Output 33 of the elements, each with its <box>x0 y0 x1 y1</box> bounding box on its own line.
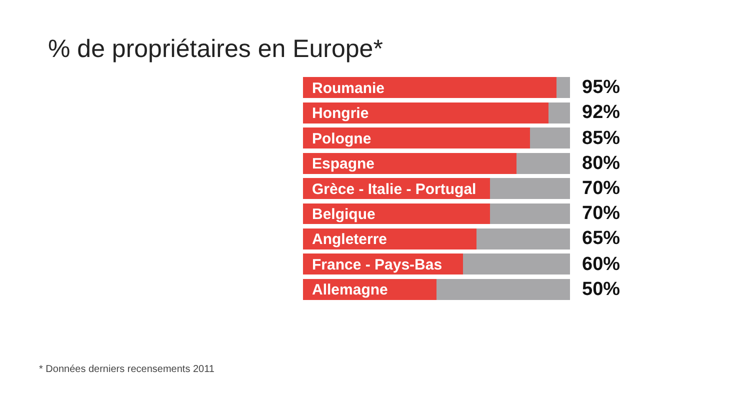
bar <box>303 152 517 174</box>
data-label: 70% <box>582 178 620 199</box>
data-label: 85% <box>582 128 620 149</box>
data-label: 60% <box>582 254 620 275</box>
data-label: 92% <box>582 102 620 123</box>
chart-title: % de propriétaires en Europe* <box>48 34 384 63</box>
bar <box>463 254 570 275</box>
data-label: 50% <box>582 279 620 300</box>
bar <box>476 228 570 250</box>
y-tick-label: Grèce - Italie - Portugal <box>312 180 476 198</box>
y-tick-label: Allemagne <box>312 282 388 299</box>
y-tick-label: Hongrie <box>312 105 369 122</box>
bar <box>303 128 530 149</box>
y-tick-label: Angleterre <box>312 231 388 248</box>
bar <box>516 152 570 174</box>
y-tick-label: Espagne <box>312 156 375 173</box>
y-tick-label: Belgique <box>312 206 376 223</box>
data-label: 80% <box>582 153 620 174</box>
bar <box>530 128 570 149</box>
y-tick-label: Roumanie <box>312 80 385 97</box>
bar <box>490 178 570 199</box>
bar <box>303 102 549 124</box>
y-tick-label: Pologne <box>312 130 372 148</box>
data-label: 70% <box>582 203 620 224</box>
data-label: 95% <box>582 77 620 98</box>
bar <box>436 278 570 300</box>
text: * Données derniers recensements 2011 <box>39 364 215 375</box>
bar <box>556 77 570 98</box>
bar <box>303 77 557 98</box>
bar <box>490 203 570 224</box>
data-label: 65% <box>582 228 620 249</box>
bar <box>548 102 570 124</box>
y-tick-label: France - Pays-Bas <box>312 256 442 274</box>
